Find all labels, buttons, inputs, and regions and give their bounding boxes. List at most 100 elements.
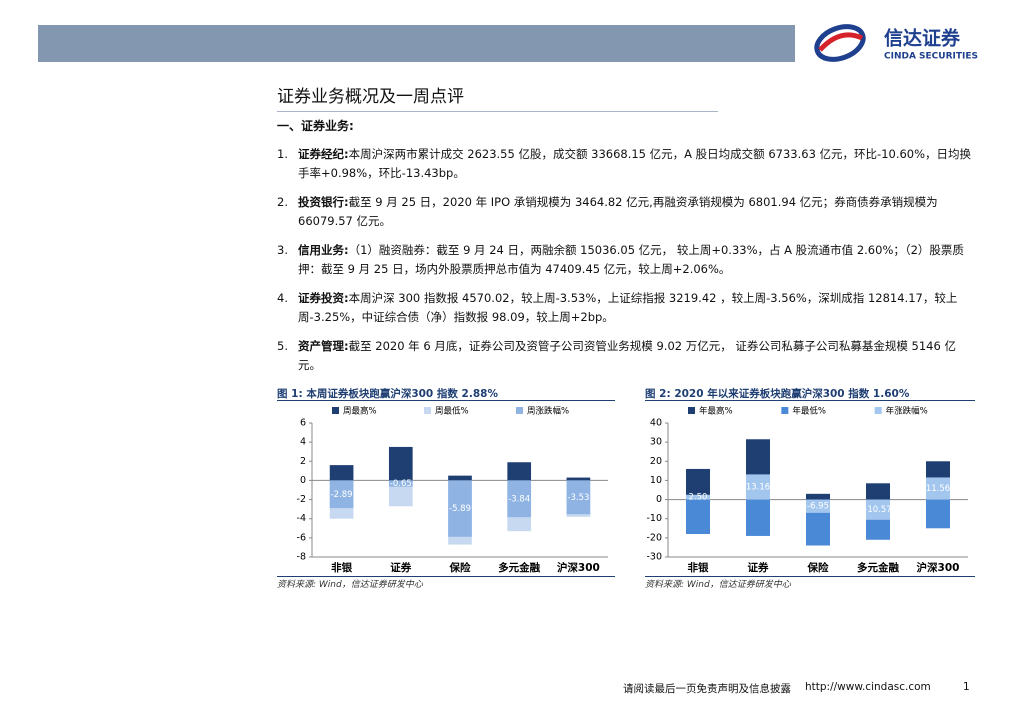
item-body: 证券经纪:本周沪深两市累计成交 2623.55 亿股，成交额 33668.15 … xyxy=(298,145,975,183)
y-tick-label: 30 xyxy=(650,437,662,448)
bar xyxy=(866,483,890,500)
bar xyxy=(686,468,710,500)
list-item: 4. 证券投资:本周沪深 300 指数报 4570.02，较上周-3.53%，上证… xyxy=(277,289,975,327)
item-number: 2. xyxy=(277,195,288,209)
chart-rule xyxy=(277,400,615,401)
x-tick-label: 非银 xyxy=(331,561,352,574)
legend-label: 周最低% xyxy=(435,406,469,417)
legend-label: 年最低% xyxy=(792,406,826,417)
item-text: 截至 2020 年 6 月底，证券公司及资管子公司资管业务规模 9.02 万亿元… xyxy=(298,339,956,372)
footer-url[interactable]: http://www.cindasc.com xyxy=(805,681,931,693)
bar xyxy=(448,480,472,537)
chart-rule xyxy=(645,400,975,401)
footer-disclaimer: 请阅读最后一页免责声明及信息披露 xyxy=(623,683,791,695)
y-tick-label: -6 xyxy=(297,532,306,543)
item-text: （1）融资融券：截至 9 月 24 日，两融余额 15036.05 亿元， 较上… xyxy=(298,243,964,276)
data-label: -5.89 xyxy=(449,504,471,514)
item-number: 4. xyxy=(277,291,288,305)
y-tick-label: -2 xyxy=(297,494,306,505)
legend-swatch xyxy=(332,407,339,414)
legend-swatch xyxy=(781,407,789,414)
data-label: -3.84 xyxy=(508,494,530,504)
bar xyxy=(388,480,413,487)
item-body: 信用业务:（1）融资融券：截至 9 月 24 日，两融余额 15036.05 亿… xyxy=(298,241,975,279)
data-label: 13.16 xyxy=(746,482,770,492)
legend-swatch xyxy=(516,407,523,414)
bar xyxy=(806,499,830,513)
x-tick-label: 多元金融 xyxy=(498,561,540,574)
item-body: 证券投资:本周沪深 300 指数报 4570.02，较上周-3.53%，上证综指… xyxy=(298,289,975,327)
bar xyxy=(388,446,413,481)
legend-swatch xyxy=(688,407,695,414)
item-body: 投资银行:截至 9 月 25 日，2020 年 IPO 承销规模为 3464.8… xyxy=(298,193,975,231)
item-text: 截至 9 月 25 日，2020 年 IPO 承销规模为 3464.82 亿元,… xyxy=(298,195,938,228)
list-item: 5. 资产管理:截至 2020 年 6 月底，证券公司及资管子公司资管业务规模 9… xyxy=(277,337,975,375)
chart-source: 资料来源: Wind，信达证券研发中心 xyxy=(277,580,423,590)
item-text: 本周沪深两市累计成交 2623.55 亿股，成交额 33668.15 亿元，A … xyxy=(298,147,972,180)
item-label: 证券经纪: xyxy=(298,147,349,161)
bar xyxy=(388,480,413,507)
x-tick-label: 沪深300 xyxy=(917,561,960,574)
item-label: 信用业务: xyxy=(298,243,349,257)
header-bar xyxy=(38,25,795,62)
y-tick-label: 20 xyxy=(650,456,662,467)
bar xyxy=(448,475,472,481)
data-label: 2.50 xyxy=(689,493,708,503)
logo-swoosh xyxy=(818,32,864,52)
bar xyxy=(329,480,354,509)
y-tick-label: 10 xyxy=(650,475,662,486)
legend-label: 年最高% xyxy=(699,406,733,417)
logo-cn: 信达证券 xyxy=(884,27,961,50)
y-tick-label: -20 xyxy=(646,532,662,543)
section-title: 一、证券业务: xyxy=(277,119,354,133)
x-tick-label: 沪深300 xyxy=(557,561,600,574)
page-number: 1 xyxy=(963,681,970,693)
legend-label: 年涨跌幅% xyxy=(886,406,928,417)
chart-title: 图 2: 2020 年以来证券板块跑赢沪深300 指数 1.60% xyxy=(645,388,910,400)
item-number: 5. xyxy=(277,339,288,353)
y-tick-label: 4 xyxy=(300,437,306,448)
chart-rule xyxy=(645,576,975,577)
bar xyxy=(566,480,591,515)
bar xyxy=(926,499,950,529)
y-tick-label: 40 xyxy=(650,418,662,429)
legend-swatch xyxy=(874,407,882,414)
x-tick-label: 保险 xyxy=(807,561,829,574)
item-number: 3. xyxy=(277,243,288,257)
legend-label: 周涨跌幅% xyxy=(527,406,569,417)
bar xyxy=(329,465,354,481)
data-label: -2.89 xyxy=(331,490,353,500)
bar xyxy=(746,499,770,536)
bar xyxy=(806,493,830,500)
bar xyxy=(926,477,950,500)
x-tick-label: 非银 xyxy=(688,561,709,574)
y-tick-label: -30 xyxy=(646,552,662,563)
legend-label: 周最高% xyxy=(343,406,377,417)
x-tick-label: 保险 xyxy=(449,561,471,574)
chart: -8 -6 -4 -2 0 2 4 6 周最高% 周最低% 周涨跌幅% 非银 -2.89 证券 -0.65 保… xyxy=(297,406,608,574)
item-label: 资产管理: xyxy=(298,339,349,353)
item-list: 1. 证券经纪:本周沪深两市累计成交 2623.55 亿股，成交额 33668.1… xyxy=(277,145,975,385)
logo: 信达证券 CINDA SECURITIES xyxy=(814,24,978,62)
data-label: -0.65 xyxy=(390,479,412,489)
bar xyxy=(507,462,532,481)
bar xyxy=(746,474,770,500)
chart-title: 图 1: 本周证券板块跑赢沪深300 指数 2.88% xyxy=(277,388,498,400)
chart: -30 -20 -10 0 10 20 30 40 年最高% 年最低% 年涨跌幅% 非银 2.50 证券 1… xyxy=(646,406,968,574)
chart-rule xyxy=(277,576,615,577)
data-label: -6.95 xyxy=(807,502,829,512)
x-tick-label: 证券 xyxy=(390,561,411,574)
item-text: 本周沪深 300 指数报 4570.02，较上周-3.53%，上证综指报 321… xyxy=(298,291,958,324)
y-tick-label: 0 xyxy=(656,494,662,505)
x-tick-label: 证券 xyxy=(748,561,769,574)
bar xyxy=(686,494,710,500)
list-item: 3. 信用业务:（1）融资融券：截至 9 月 24 日，两融余额 15036.05… xyxy=(277,241,975,279)
logo-ring xyxy=(814,24,866,62)
data-label: 11.56 xyxy=(926,484,950,494)
page-title: 证券业务概况及一周点评 xyxy=(277,82,718,112)
y-tick-label: 0 xyxy=(300,475,306,486)
x-tick-label: 多元金融 xyxy=(857,561,899,574)
data-label: -3.53 xyxy=(567,493,589,503)
y-tick-label: 6 xyxy=(300,418,306,429)
